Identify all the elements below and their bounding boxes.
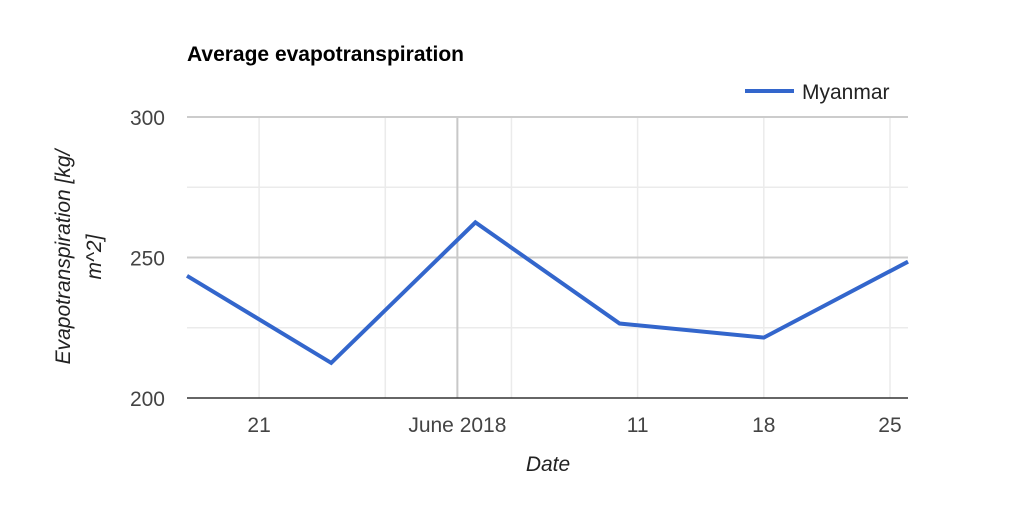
y-tick-label: 200 bbox=[130, 388, 165, 411]
legend: Myanmar bbox=[745, 81, 890, 104]
x-tick-labels: 21 June 2018 11 18 25 bbox=[247, 414, 901, 437]
y-axis-label-line-2: m^2] bbox=[83, 233, 106, 279]
x-axis-label: Date bbox=[526, 453, 570, 476]
x-tick-label: 11 bbox=[627, 414, 649, 437]
y-tick-labels: 200 250 300 bbox=[130, 107, 165, 411]
series-line-myanmar bbox=[185, 219, 909, 366]
y-tick-label: 300 bbox=[130, 107, 165, 130]
x-tick-label: 25 bbox=[878, 414, 901, 437]
x-tick-label: 21 bbox=[247, 414, 270, 437]
y-axis-label-line-1: Evapotranspiration [kg/ bbox=[52, 147, 75, 364]
y-tick-label: 250 bbox=[130, 248, 165, 271]
chart-title: Average evapotranspiration bbox=[187, 43, 464, 66]
x-tick-label: June 2018 bbox=[408, 414, 506, 437]
y-axis-label: Evapotranspiration [kg/ m^2] bbox=[52, 147, 106, 364]
x-tick-label: 18 bbox=[752, 414, 775, 437]
gridlines bbox=[187, 116, 908, 399]
series-layer bbox=[185, 219, 909, 366]
legend-label-myanmar: Myanmar bbox=[802, 81, 890, 104]
